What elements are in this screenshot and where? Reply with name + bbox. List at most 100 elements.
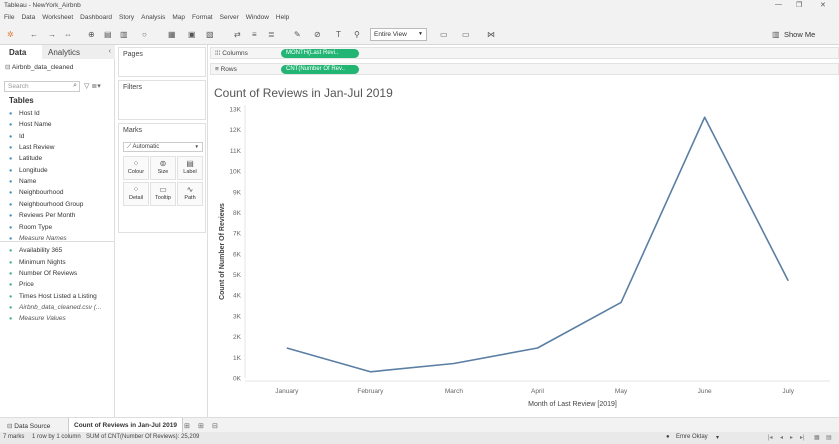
field-item[interactable]: ● Minimum Nights [9,257,66,268]
tab-sheet-active[interactable]: Count of Reviews in Jan-Jul 2019 [68,418,183,433]
nav-last-icon[interactable]: ▸| [800,435,805,441]
grid-view-icon[interactable]: ▦ [814,435,820,441]
labels-icon[interactable]: T [336,30,341,39]
new-datasource-icon[interactable]: ⊕ [88,30,95,39]
label-button[interactable]: ▤ Label [177,156,203,180]
save-icon[interactable]: ⇔ [64,30,72,39]
user-avatar-icon[interactable]: ● [666,434,670,440]
tableau-logo-icon[interactable]: ✲ [7,30,14,39]
field-item[interactable]: ● Neighbourhood [9,187,63,198]
field-item[interactable]: ● Neighbourhood Group [9,199,83,210]
rows-pill[interactable]: CNT(Number Of Rev.. [281,65,359,74]
field-item[interactable]: ● Price [9,279,34,290]
field-item[interactable]: ● Airbnb_data_cleaned.csv (... [9,302,101,313]
pause-icon[interactable]: ▤ [104,30,112,39]
run-icon[interactable]: ○ [142,30,147,39]
field-tools[interactable]: ▽ ≣▾ [84,82,101,90]
cards-icon[interactable]: ▭ [440,30,448,39]
data-point[interactable] [702,115,707,120]
field-item[interactable]: ● Times Host Listed a Listing [9,291,97,302]
close-icon[interactable]: ✕ [820,2,826,9]
tab-data[interactable]: Data [0,45,42,59]
new-story-icon[interactable]: ⊟ [212,423,218,430]
mark-type-select[interactable]: ⟋ Automatic ▼ [123,142,203,152]
data-point[interactable] [619,300,624,305]
field-item[interactable]: ● Id [9,131,24,142]
view-list-icon[interactable]: ≣▾ [91,83,101,90]
tooltip-button[interactable]: ▭ Tooltip [150,182,176,206]
collapse-icon[interactable]: ‹ [108,48,111,55]
data-point[interactable] [786,278,791,283]
field-item[interactable]: ● Name [9,176,36,187]
highlight-icon[interactable]: ✎ [294,30,301,39]
data-point[interactable] [284,345,289,350]
share-icon[interactable]: ⋈ [487,30,495,39]
menu-worksheet[interactable]: Worksheet [42,14,74,21]
tab-data-source[interactable]: ⊟ Data Source [2,418,55,433]
menu-data[interactable]: Data [21,14,36,21]
menu-server[interactable]: Server [219,14,239,21]
filters-card[interactable]: Filters [118,80,206,120]
colour-button[interactable]: ⁘ Colour [123,156,149,180]
field-item[interactable]: ● Longitude [9,165,48,176]
pages-card[interactable]: Pages [118,47,206,77]
redo-icon[interactable]: → [48,30,56,39]
datasource-item[interactable]: ⊟ Airbnb_data_cleaned [5,63,73,71]
clear-icon[interactable]: ▧ [206,30,214,39]
nav-prev-icon[interactable]: ◂ [780,435,784,441]
columns-pill[interactable]: MONTH(Last Revi.. [281,49,359,58]
menu-story[interactable]: Story [118,14,135,21]
new-worksheet-icon[interactable]: ▦ [168,30,176,39]
minimize-icon[interactable]: — [775,1,782,8]
presentation-icon[interactable]: ▭ [462,30,470,39]
data-point[interactable] [451,361,456,366]
field-item[interactable]: ● Number Of Reviews [9,268,77,279]
view-mode-select[interactable]: Entire View ▼ [370,28,427,41]
data-point[interactable] [535,345,540,350]
menu-help[interactable]: Help [275,14,290,21]
field-item[interactable]: ● Room Type [9,222,52,233]
field-item[interactable]: ● Last Review [9,142,54,153]
field-item[interactable]: ● Availability 365 [9,245,62,256]
field-item[interactable]: ● Host Name [9,119,52,130]
show-me-icon[interactable]: ▥ [772,30,780,39]
columns-shelf[interactable]: ⁞⁞⁞ Columns MONTH(Last Revi.. [210,47,839,59]
nav-first-icon[interactable]: |◂ [768,435,773,441]
swap-icon[interactable]: ⇄ [234,30,241,39]
menu-window[interactable]: Window [245,14,269,21]
data-point[interactable] [368,369,373,374]
field-item[interactable]: ● Measure Values [9,313,66,324]
menu-format[interactable]: Format [192,14,213,21]
menu-dashboard[interactable]: Dashboard [80,14,112,21]
undo-icon[interactable]: ← [30,30,38,39]
restore-icon[interactable]: ❐ [796,2,803,9]
new-dashboard-icon[interactable]: ⊞ [198,423,204,430]
status-user[interactable]: Emre Oktay [676,434,708,440]
duplicate-icon[interactable]: ▣ [188,30,196,39]
rows-shelf[interactable]: ≡ Rows CNT(Number Of Rev.. [210,63,839,75]
new-sheet-icon[interactable]: ⊞ [184,423,190,430]
tab-analytics[interactable]: Analytics ‹ [42,45,115,59]
menu-file[interactable]: File [4,14,15,21]
detail-button[interactable]: ⁘ Detail [123,182,149,206]
menu-analysis[interactable]: Analysis [141,14,166,21]
filmstrip-icon[interactable]: ▤ [826,435,832,441]
search-input[interactable]: Search ⌕ [4,81,80,92]
group-icon[interactable]: ⊘ [314,30,321,39]
series-line[interactable] [286,116,789,373]
refresh-icon[interactable]: ▥ [120,30,128,39]
show-me-button[interactable]: Show Me [784,30,816,39]
sort-desc-icon[interactable]: ≣ [268,30,275,39]
path-button[interactable]: ∿ Path [177,182,203,206]
fix-axes-icon[interactable]: ⚲ [354,30,360,39]
field-item[interactable]: ● Latitude [9,153,42,164]
menu-map[interactable]: Map [172,14,186,21]
field-item[interactable]: ● Measure Names [9,233,67,244]
size-button[interactable]: ⊚ Size [150,156,176,180]
sort-asc-icon[interactable]: ≡ [252,30,257,39]
filter-icon[interactable]: ▽ [84,83,90,90]
nav-next-icon[interactable]: ▸ [790,435,794,441]
user-menu-chevron-icon[interactable]: ▾ [716,435,720,441]
field-item[interactable]: ● Host Id [9,108,40,119]
field-item[interactable]: ● Reviews Per Month [9,210,75,221]
